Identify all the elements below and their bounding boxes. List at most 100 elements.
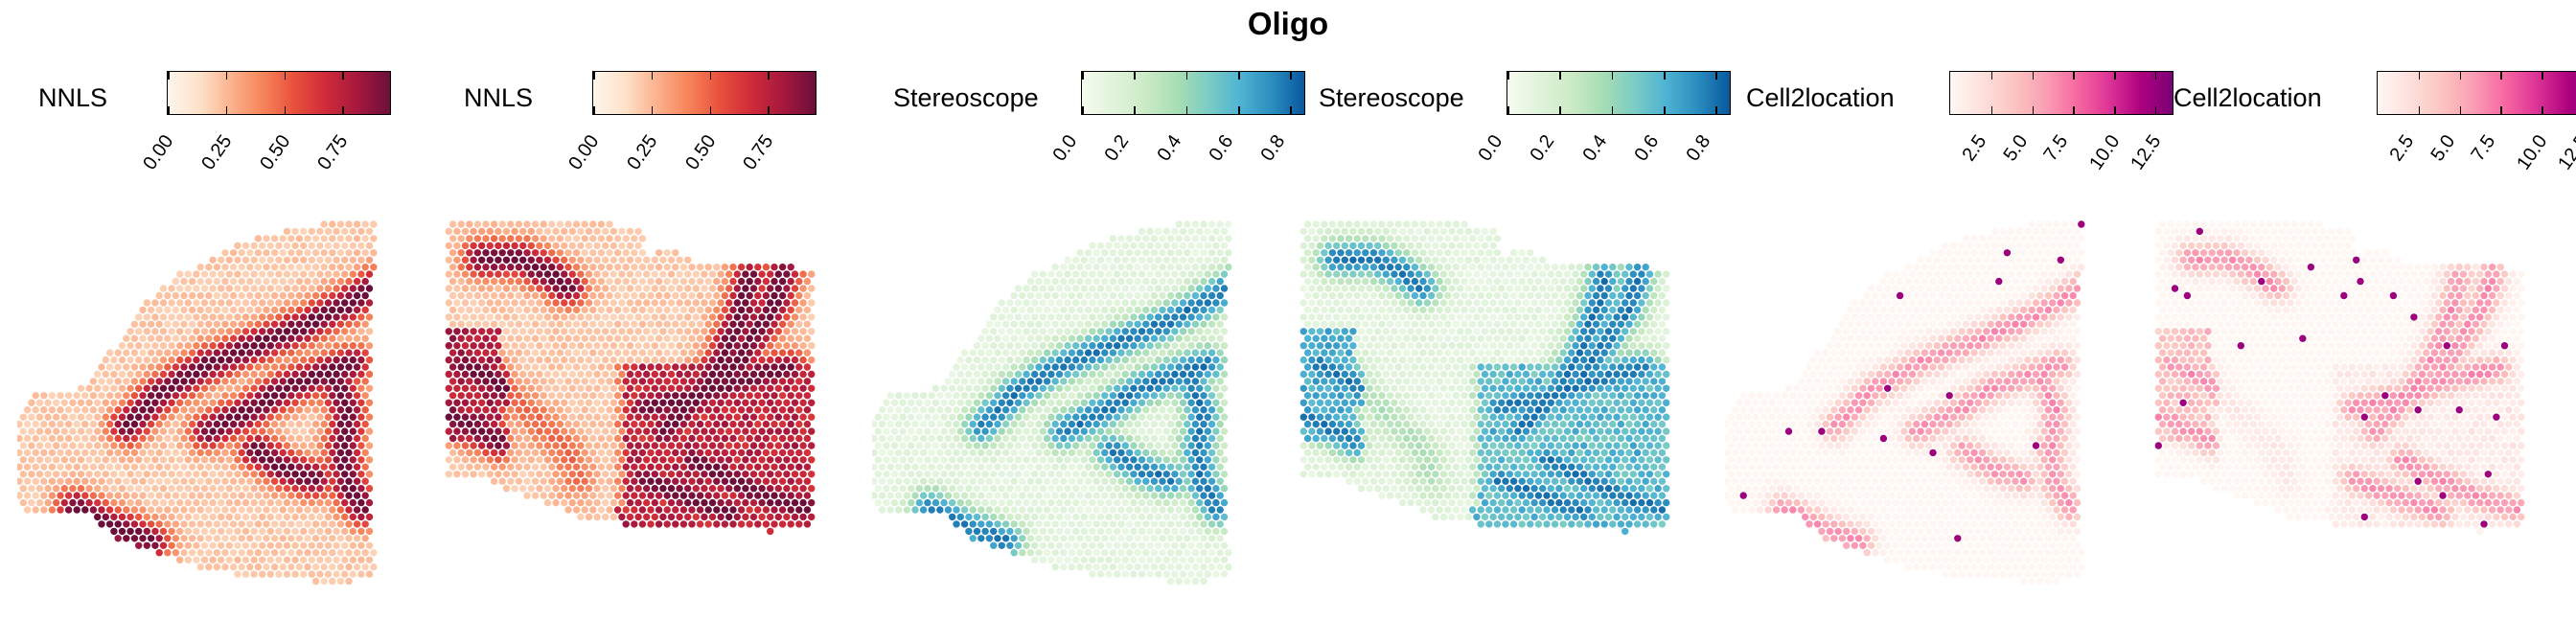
spot xyxy=(139,448,147,457)
spot xyxy=(126,356,134,364)
spot xyxy=(990,384,998,392)
spot xyxy=(114,363,122,371)
spot xyxy=(94,513,102,521)
legend-title: NNLS xyxy=(464,83,534,112)
spot xyxy=(940,427,948,435)
spot xyxy=(147,320,155,328)
spot xyxy=(1010,392,1018,400)
spot xyxy=(708,399,717,406)
spot xyxy=(1166,306,1175,314)
spot xyxy=(944,506,953,514)
spot xyxy=(341,370,349,379)
spot xyxy=(944,448,953,457)
spot xyxy=(643,299,651,307)
spot xyxy=(659,399,667,406)
colorbar-tick xyxy=(284,106,287,114)
spot xyxy=(1308,227,1316,236)
spot xyxy=(908,498,915,507)
spot xyxy=(634,285,642,292)
spot xyxy=(200,513,209,521)
spot xyxy=(1047,556,1055,564)
spot xyxy=(1200,291,1208,300)
spot xyxy=(704,492,712,499)
spot xyxy=(1212,270,1220,278)
spot xyxy=(60,471,68,478)
spot xyxy=(803,320,812,328)
spot xyxy=(985,320,994,328)
spot xyxy=(1134,434,1141,443)
spot xyxy=(556,420,564,428)
spot xyxy=(1146,370,1154,379)
spot xyxy=(333,456,340,464)
spot xyxy=(585,328,593,335)
spot xyxy=(746,463,753,471)
spot xyxy=(336,277,345,286)
spot xyxy=(527,270,535,278)
spot xyxy=(300,456,308,464)
spot xyxy=(300,285,308,292)
spot xyxy=(102,427,110,435)
spot xyxy=(155,392,163,400)
spot xyxy=(229,448,238,457)
spot xyxy=(1035,277,1043,286)
spot xyxy=(1043,306,1051,314)
spot xyxy=(643,413,651,421)
spot xyxy=(1064,270,1071,278)
spot xyxy=(531,220,540,228)
spot xyxy=(577,313,585,321)
spot xyxy=(953,506,960,514)
spot xyxy=(172,434,180,443)
spot xyxy=(275,342,283,350)
spot xyxy=(1019,291,1026,300)
spot xyxy=(126,399,134,406)
spot xyxy=(754,448,762,457)
spot xyxy=(126,527,134,536)
spot xyxy=(320,434,328,443)
spot xyxy=(672,334,679,342)
spot xyxy=(791,370,799,379)
spot xyxy=(242,427,250,435)
spot xyxy=(1138,427,1146,435)
spot xyxy=(928,492,935,499)
spot xyxy=(172,492,180,499)
spot xyxy=(1171,399,1179,406)
spot xyxy=(511,427,518,435)
spot xyxy=(225,299,233,307)
spot xyxy=(998,498,1005,507)
spot xyxy=(341,328,349,335)
spot xyxy=(308,313,315,321)
spot xyxy=(357,556,365,564)
spot xyxy=(803,334,812,342)
spot xyxy=(135,313,143,321)
spot xyxy=(1051,463,1059,471)
spot xyxy=(329,291,336,300)
spot xyxy=(143,427,150,435)
spot xyxy=(878,406,886,414)
spot xyxy=(778,448,787,457)
colorbar-tick-label: 0.50 xyxy=(680,130,721,174)
spot xyxy=(713,320,721,328)
spot xyxy=(1055,541,1064,549)
spot xyxy=(787,392,794,400)
spot xyxy=(263,492,270,499)
spot xyxy=(940,471,948,478)
spot xyxy=(647,448,655,457)
spot xyxy=(445,399,452,406)
spot xyxy=(176,370,184,379)
spot xyxy=(1146,570,1154,578)
spot xyxy=(511,270,518,278)
spot xyxy=(568,356,576,364)
spot xyxy=(308,513,315,521)
spot xyxy=(333,270,340,278)
spot xyxy=(461,270,470,278)
spot xyxy=(1080,527,1088,536)
spot xyxy=(1096,513,1105,521)
spot xyxy=(1068,392,1076,400)
spot xyxy=(1064,427,1071,435)
spot xyxy=(540,320,547,328)
spot xyxy=(498,249,506,257)
spot xyxy=(238,477,245,485)
spot xyxy=(502,256,511,264)
spot xyxy=(225,328,233,335)
spot xyxy=(552,285,560,292)
